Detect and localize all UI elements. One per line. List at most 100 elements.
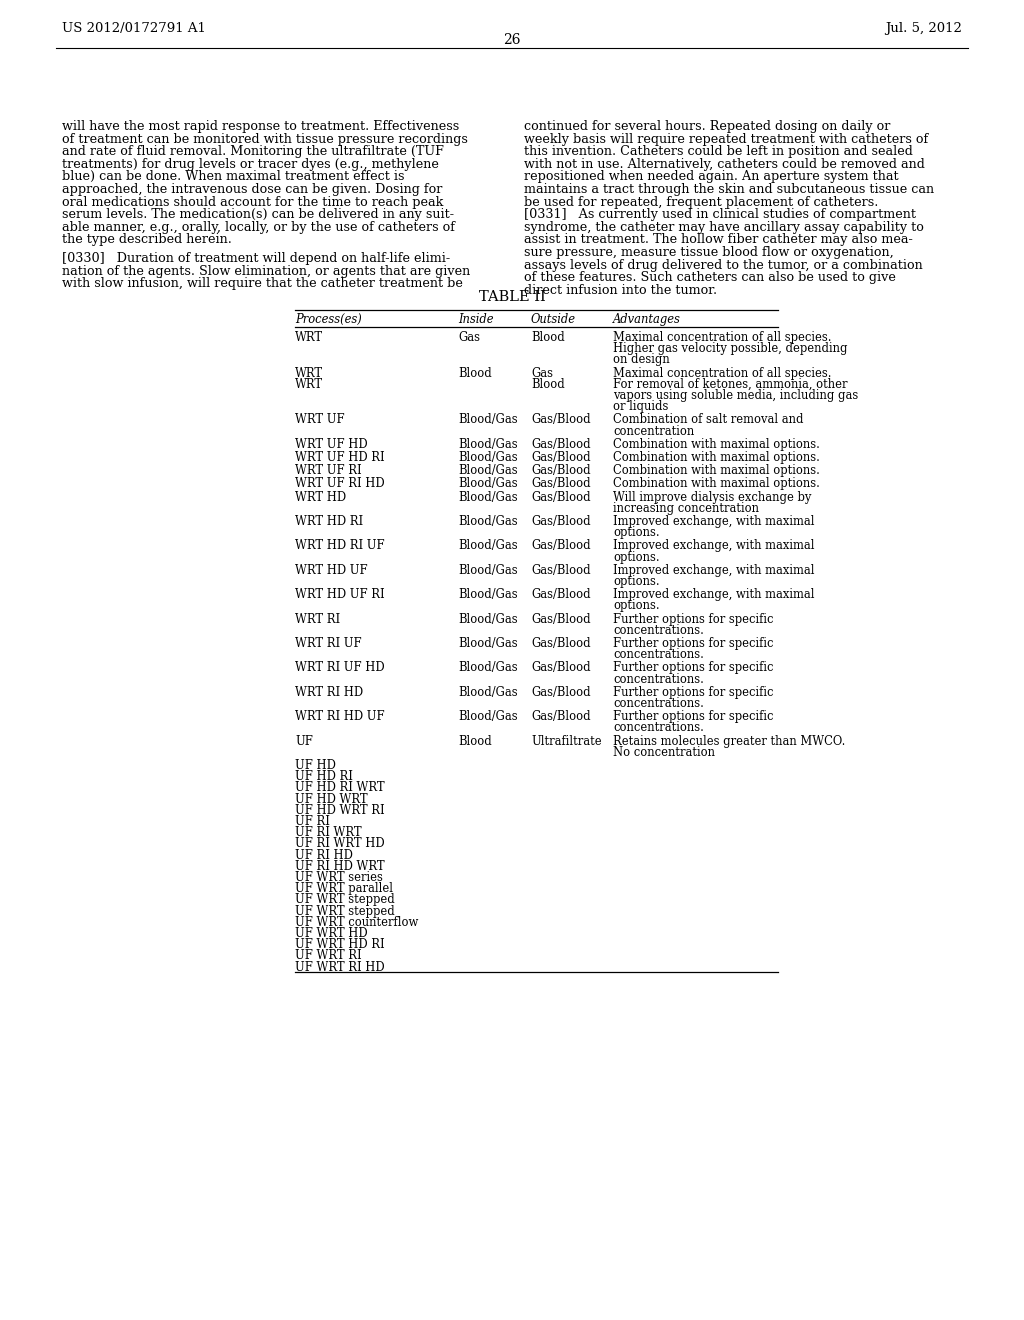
Text: Blood/Gas: Blood/Gas — [458, 478, 517, 491]
Text: with not in use. Alternatively, catheters could be removed and: with not in use. Alternatively, catheter… — [524, 158, 925, 170]
Text: Blood: Blood — [458, 367, 492, 380]
Text: weekly basis will require repeated treatment with catheters of: weekly basis will require repeated treat… — [524, 132, 928, 145]
Text: Will improve dialysis exchange by: Will improve dialysis exchange by — [613, 491, 811, 504]
Text: WRT UF RI HD: WRT UF RI HD — [295, 478, 385, 491]
Text: sure pressure, measure tissue blood flow or oxygenation,: sure pressure, measure tissue blood flow… — [524, 246, 894, 259]
Text: UF WRT series: UF WRT series — [295, 871, 383, 884]
Text: No concentration: No concentration — [613, 746, 715, 759]
Text: Blood/Gas: Blood/Gas — [458, 438, 517, 451]
Text: UF HD WRT: UF HD WRT — [295, 792, 368, 805]
Text: UF RI WRT HD: UF RI WRT HD — [295, 837, 385, 850]
Text: WRT RI HD: WRT RI HD — [295, 686, 364, 698]
Text: able manner, e.g., orally, locally, or by the use of catheters of: able manner, e.g., orally, locally, or b… — [62, 220, 455, 234]
Text: Combination with maximal options.: Combination with maximal options. — [613, 465, 820, 478]
Text: continued for several hours. Repeated dosing on daily or: continued for several hours. Repeated do… — [524, 120, 891, 133]
Text: serum levels. The medication(s) can be delivered in any suit-: serum levels. The medication(s) can be d… — [62, 209, 454, 222]
Text: Gas/Blood: Gas/Blood — [531, 515, 591, 528]
Text: Blood: Blood — [531, 378, 565, 391]
Text: Gas/Blood: Gas/Blood — [531, 413, 591, 426]
Text: Combination of salt removal and: Combination of salt removal and — [613, 413, 804, 426]
Text: WRT HD UF RI: WRT HD UF RI — [295, 589, 385, 601]
Text: Gas/Blood: Gas/Blood — [531, 612, 591, 626]
Text: UF RI WRT: UF RI WRT — [295, 826, 361, 840]
Text: Blood/Gas: Blood/Gas — [458, 564, 517, 577]
Text: UF WRT stepped: UF WRT stepped — [295, 904, 394, 917]
Text: this invention. Catheters could be left in position and sealed: this invention. Catheters could be left … — [524, 145, 912, 158]
Text: [0330]   Duration of treatment will depend on half-life elimi-: [0330] Duration of treatment will depend… — [62, 252, 451, 265]
Text: WRT: WRT — [295, 331, 324, 345]
Text: UF WRT stepped: UF WRT stepped — [295, 894, 394, 907]
Text: UF HD: UF HD — [295, 759, 336, 772]
Text: concentrations.: concentrations. — [613, 673, 703, 685]
Text: Improved exchange, with maximal: Improved exchange, with maximal — [613, 515, 814, 528]
Text: approached, the intravenous dose can be given. Dosing for: approached, the intravenous dose can be … — [62, 183, 442, 195]
Text: Blood/Gas: Blood/Gas — [458, 638, 517, 649]
Text: Blood/Gas: Blood/Gas — [458, 661, 517, 675]
Text: Outside: Outside — [531, 313, 575, 326]
Text: vapors using soluble media, including gas: vapors using soluble media, including ga… — [613, 389, 858, 403]
Text: Blood: Blood — [458, 735, 492, 747]
Text: WRT RI: WRT RI — [295, 612, 340, 626]
Text: Blood: Blood — [531, 331, 565, 345]
Text: Blood/Gas: Blood/Gas — [458, 612, 517, 626]
Text: or liquids: or liquids — [613, 400, 669, 413]
Text: Gas/Blood: Gas/Blood — [531, 478, 591, 491]
Text: Gas/Blood: Gas/Blood — [531, 710, 591, 723]
Text: WRT UF HD: WRT UF HD — [295, 438, 368, 451]
Text: direct infusion into the tumor.: direct infusion into the tumor. — [524, 284, 717, 297]
Text: with slow infusion, will require that the catheter treatment be: with slow infusion, will require that th… — [62, 277, 463, 290]
Text: be used for repeated, frequent placement of catheters.: be used for repeated, frequent placement… — [524, 195, 879, 209]
Text: Gas: Gas — [531, 367, 553, 380]
Text: options.: options. — [613, 576, 659, 587]
Text: Improved exchange, with maximal: Improved exchange, with maximal — [613, 589, 814, 601]
Text: Blood/Gas: Blood/Gas — [458, 515, 517, 528]
Text: repositioned when needed again. An aperture system that: repositioned when needed again. An apert… — [524, 170, 899, 183]
Text: 26: 26 — [503, 33, 521, 48]
Text: Jul. 5, 2012: Jul. 5, 2012 — [885, 22, 962, 36]
Text: Gas/Blood: Gas/Blood — [531, 540, 591, 552]
Text: options.: options. — [613, 550, 659, 564]
Text: Blood/Gas: Blood/Gas — [458, 491, 517, 504]
Text: treatments) for drug levels or tracer dyes (e.g., methylene: treatments) for drug levels or tracer dy… — [62, 158, 439, 170]
Text: UF RI HD WRT: UF RI HD WRT — [295, 859, 385, 873]
Text: Higher gas velocity possible, depending: Higher gas velocity possible, depending — [613, 342, 848, 355]
Text: UF HD WRT RI: UF HD WRT RI — [295, 804, 385, 817]
Text: concentrations.: concentrations. — [613, 697, 703, 710]
Text: UF RI: UF RI — [295, 814, 330, 828]
Text: concentrations.: concentrations. — [613, 722, 703, 734]
Text: WRT HD RI: WRT HD RI — [295, 515, 364, 528]
Text: WRT HD: WRT HD — [295, 491, 346, 504]
Text: of these features. Such catheters can also be used to give: of these features. Such catheters can al… — [524, 271, 896, 284]
Text: US 2012/0172791 A1: US 2012/0172791 A1 — [62, 22, 206, 36]
Text: Maximal concentration of all species.: Maximal concentration of all species. — [613, 367, 831, 380]
Text: Gas/Blood: Gas/Blood — [531, 491, 591, 504]
Text: Maximal concentration of all species.: Maximal concentration of all species. — [613, 331, 831, 345]
Text: For removal of ketones, ammonia, other: For removal of ketones, ammonia, other — [613, 378, 848, 391]
Text: will have the most rapid response to treatment. Effectiveness: will have the most rapid response to tre… — [62, 120, 459, 133]
Text: UF WRT parallel: UF WRT parallel — [295, 882, 393, 895]
Text: Gas/Blood: Gas/Blood — [531, 686, 591, 698]
Text: on design: on design — [613, 354, 670, 367]
Text: Blood/Gas: Blood/Gas — [458, 710, 517, 723]
Text: concentrations.: concentrations. — [613, 624, 703, 636]
Text: Improved exchange, with maximal: Improved exchange, with maximal — [613, 564, 814, 577]
Text: WRT UF: WRT UF — [295, 413, 345, 426]
Text: Further options for specific: Further options for specific — [613, 710, 773, 723]
Text: Further options for specific: Further options for specific — [613, 638, 773, 649]
Text: WRT: WRT — [295, 378, 324, 391]
Text: Combination with maximal options.: Combination with maximal options. — [613, 438, 820, 451]
Text: WRT HD UF: WRT HD UF — [295, 564, 368, 577]
Text: UF WRT RI HD: UF WRT RI HD — [295, 961, 385, 974]
Text: assays levels of drug delivered to the tumor, or a combination: assays levels of drug delivered to the t… — [524, 259, 923, 272]
Text: maintains a tract through the skin and subcutaneous tissue can: maintains a tract through the skin and s… — [524, 183, 934, 195]
Text: WRT: WRT — [295, 367, 324, 380]
Text: WRT RI UF: WRT RI UF — [295, 638, 361, 649]
Text: Gas/Blood: Gas/Blood — [531, 465, 591, 478]
Text: Blood/Gas: Blood/Gas — [458, 451, 517, 465]
Text: Blood/Gas: Blood/Gas — [458, 686, 517, 698]
Text: the type described herein.: the type described herein. — [62, 234, 231, 247]
Text: options.: options. — [613, 527, 659, 539]
Text: Gas/Blood: Gas/Blood — [531, 589, 591, 601]
Text: UF HD RI: UF HD RI — [295, 770, 353, 783]
Text: nation of the agents. Slow elimination, or agents that are given: nation of the agents. Slow elimination, … — [62, 265, 470, 279]
